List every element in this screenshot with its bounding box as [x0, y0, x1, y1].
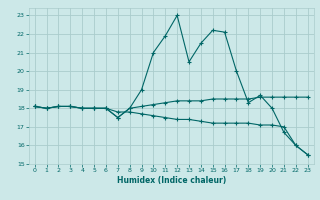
X-axis label: Humidex (Indice chaleur): Humidex (Indice chaleur)	[116, 176, 226, 185]
